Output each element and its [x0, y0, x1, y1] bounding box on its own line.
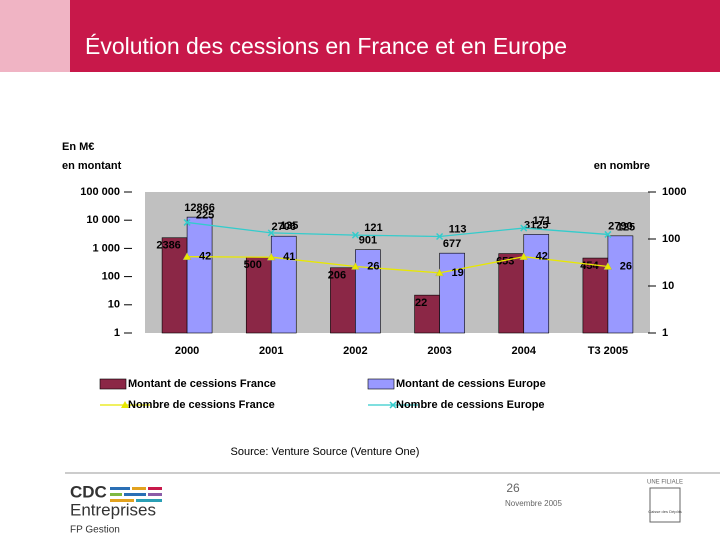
x-tick-label: 2004 [512, 345, 537, 357]
point [519, 252, 529, 260]
source: Source: Venture Source (Venture One) [231, 446, 420, 458]
y2-tick-label: 1 [662, 327, 668, 339]
title-accent [0, 0, 70, 72]
point [266, 252, 276, 261]
page-number: 26 [506, 481, 520, 495]
legend-swatch [367, 378, 395, 390]
point [351, 231, 359, 239]
bar-value-label: 2790 [608, 221, 632, 233]
point [267, 229, 275, 237]
bar-value-label: 500 [244, 259, 262, 271]
legend-marker [121, 401, 129, 408]
legend-marker [389, 401, 397, 409]
logo-sub: FP Gestion [70, 525, 120, 536]
unit-label: En M€ [62, 141, 94, 153]
bar-value-label: 2386 [156, 240, 180, 252]
point-value-label: 113 [449, 223, 467, 235]
y2-tick-label: 100 [662, 233, 680, 245]
y-tick-label: 10 [108, 299, 120, 311]
point-value-label: 135 [280, 220, 298, 232]
point-value-label: 26 [620, 260, 632, 272]
bar [270, 235, 297, 334]
bar-value-label: 206 [328, 270, 346, 282]
bar [330, 267, 356, 334]
point-value-label: 19 [451, 267, 463, 279]
logo-top: CDC [70, 482, 107, 501]
legend-label: Nombre de cessions France [128, 399, 275, 411]
point [520, 224, 528, 232]
bar [414, 294, 440, 334]
logo-stripes [110, 487, 162, 502]
legend-label: Montant de cessions France [128, 378, 276, 390]
legend-label: Nombre de cessions Europe [396, 399, 545, 411]
point [603, 262, 613, 270]
bar-value-label: 12866 [184, 202, 215, 214]
x-tick-label: 2003 [427, 345, 451, 357]
point-value-label: 42 [199, 251, 211, 263]
point [604, 230, 612, 238]
y-axis-label: en montant [62, 160, 122, 172]
y2-tick-label: 10 [662, 280, 674, 292]
bar-value-label: 454 [580, 260, 599, 272]
line [187, 221, 608, 238]
bar [186, 216, 213, 334]
point [182, 252, 192, 260]
parent-logo [649, 487, 681, 523]
point-value-label: 225 [196, 209, 214, 221]
y-tick-label: 10 000 [86, 214, 120, 226]
bar-value-label: 22 [415, 297, 427, 309]
affiliate: UNE FILIALE [647, 480, 683, 486]
logo-main: Entreprises [70, 500, 156, 519]
parent-name: Caisse des Dépôts [648, 509, 682, 514]
point [436, 232, 444, 241]
y-tick-label: 1 000 [92, 242, 120, 254]
x-tick-label: 2001 [259, 345, 283, 357]
legend-label: Montant de cessions Europe [396, 378, 546, 390]
bar [161, 237, 188, 334]
title-bar [70, 0, 720, 72]
point-value-label: 41 [283, 251, 295, 263]
y-tick-label: 100 [102, 271, 120, 283]
point [351, 262, 360, 270]
point-value-label: 125 [617, 221, 635, 233]
x-tick-label: 2000 [175, 345, 199, 357]
date: Novembre 2005 [505, 499, 562, 508]
x-tick-label: T3 2005 [588, 345, 628, 357]
point-value-label: 26 [367, 260, 379, 272]
plot-area [145, 192, 650, 333]
y-tick-label: 100 000 [80, 186, 120, 198]
line [187, 256, 608, 274]
bar [355, 249, 381, 334]
point-value-label: 121 [364, 222, 382, 234]
bar [498, 253, 525, 334]
point [435, 268, 444, 277]
bar-value-label: 653 [496, 256, 514, 268]
bar-value-label: 2706 [272, 221, 296, 233]
x-tick-label: 2002 [343, 345, 367, 357]
y2-axis-label: en nombre [594, 160, 650, 172]
y-tick-label: 1 [114, 327, 120, 339]
y2-tick-label: 1000 [662, 186, 686, 198]
legend-swatch [99, 378, 127, 390]
bar [439, 252, 465, 334]
point-value-label: 171 [533, 215, 551, 227]
point [183, 218, 191, 226]
bar-value-label: 901 [359, 235, 377, 247]
bar [607, 235, 634, 334]
bar [582, 257, 609, 334]
bar [523, 234, 550, 334]
bar-value-label: 677 [443, 238, 461, 250]
point-value-label: 42 [536, 251, 548, 263]
slide-title: Évolution des cessions en France et en E… [85, 33, 567, 59]
